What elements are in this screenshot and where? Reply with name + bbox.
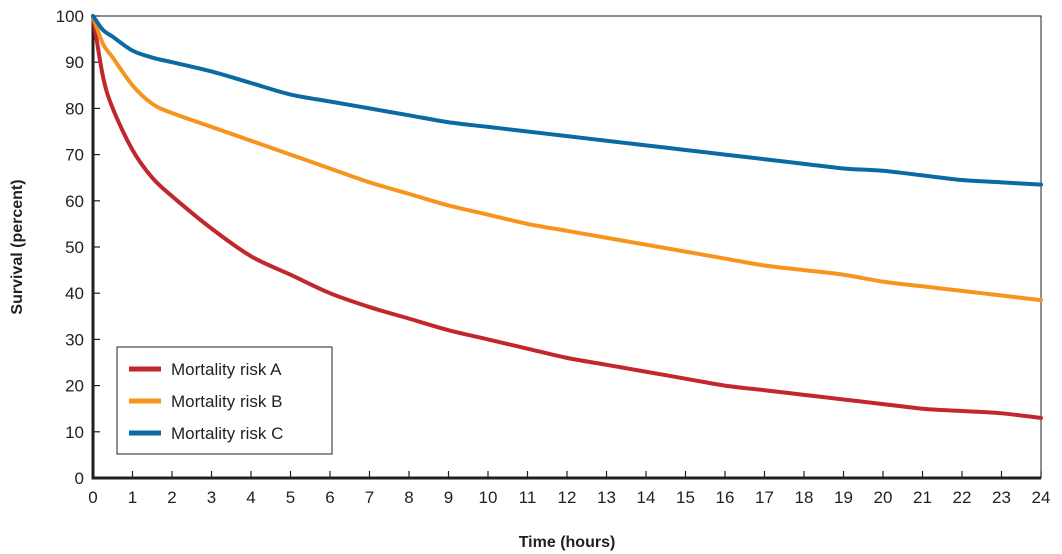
x-tick-label: 17 xyxy=(755,488,774,507)
y-tick-label: 70 xyxy=(65,146,84,165)
axes: 0 1 2 3 4 5 6 7 8 9 10 11 12 13 14 15 16 17 18 19 20 21 22 23 24… xyxy=(56,7,1051,507)
y-axis-title: Survival (percent) xyxy=(9,179,26,314)
x-tick-label: 4 xyxy=(246,488,255,507)
y-tick-label: 100 xyxy=(56,7,84,26)
x-tick-label: 21 xyxy=(913,488,932,507)
x-tick-label: 22 xyxy=(953,488,972,507)
x-tick-label: 1 xyxy=(128,488,137,507)
x-tick-label: 24 xyxy=(1032,488,1051,507)
x-tick-label: 11 xyxy=(519,488,537,507)
x-tick-label: 3 xyxy=(207,488,216,507)
legend-label: Mortality risk C xyxy=(171,424,283,443)
x-tick-label: 15 xyxy=(676,488,695,507)
x-axis-title: Time (hours) xyxy=(519,534,616,551)
y-tick-label: 30 xyxy=(65,330,84,349)
x-tick-label: 20 xyxy=(874,488,893,507)
series-b-line xyxy=(91,14,1043,303)
series-layer xyxy=(91,14,1043,420)
series-c-line xyxy=(91,14,1043,187)
x-tick-label: 7 xyxy=(365,488,374,507)
y-tick-label: 40 xyxy=(65,284,84,303)
y-tick-label: 10 xyxy=(65,423,84,442)
y-tick-label: 50 xyxy=(65,238,84,257)
legend: Mortality risk A Mortality risk B Mortalit… xyxy=(116,346,333,455)
y-tick-label: 90 xyxy=(65,53,84,72)
y-tick-label: 20 xyxy=(65,377,84,396)
x-tick-label: 18 xyxy=(795,488,814,507)
x-tick-label: 8 xyxy=(404,488,413,507)
x-tick-label: 23 xyxy=(992,488,1011,507)
x-tick-label: 19 xyxy=(834,488,853,507)
x-tick-label: 14 xyxy=(637,488,656,507)
x-tick-label: 13 xyxy=(597,488,616,507)
x-tick-label: 0 xyxy=(88,488,97,507)
y-tick-label: 60 xyxy=(65,192,84,211)
x-tick-label: 16 xyxy=(716,488,735,507)
legend-label: Mortality risk A xyxy=(171,360,282,379)
y-tick-label: 80 xyxy=(65,99,84,118)
x-tick-label: 2 xyxy=(167,488,176,507)
y-tick-label: 0 xyxy=(75,469,84,488)
x-tick-label: 9 xyxy=(444,488,453,507)
legend-label: Mortality risk B xyxy=(171,392,282,411)
x-tick-label: 5 xyxy=(286,488,295,507)
x-tick-label: 12 xyxy=(558,488,577,507)
x-tick-label: 6 xyxy=(325,488,334,507)
x-tick-label: 10 xyxy=(479,488,498,507)
series-a-line xyxy=(91,14,1043,420)
